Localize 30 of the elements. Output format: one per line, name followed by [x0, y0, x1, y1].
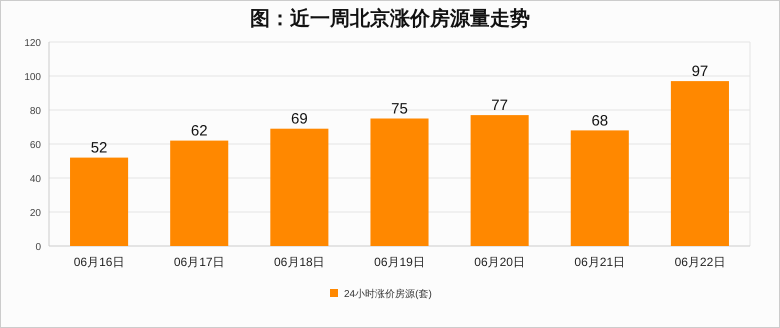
y-tick-label: 80 [30, 106, 42, 117]
x-tick-label: 06月17日 [174, 255, 225, 269]
data-label: 52 [90, 140, 108, 157]
bar [470, 115, 529, 246]
y-tick-label: 60 [30, 140, 42, 151]
x-tick-label: 06月16日 [74, 255, 124, 269]
bar [70, 158, 128, 246]
x-tick-label: 06月21日 [574, 255, 626, 269]
y-tick-label: 40 [30, 174, 42, 185]
chart-title: 图：近一周北京涨价房源量走势 [250, 7, 530, 30]
data-label: 97 [692, 63, 708, 80]
x-tick-label: 06月22日 [674, 255, 726, 269]
bar [670, 81, 729, 246]
data-label: 75 [391, 100, 408, 118]
y-tick-label: 0 [35, 242, 42, 253]
x-tick-label: 06月19日 [374, 255, 425, 269]
data-label: 69 [291, 110, 308, 128]
bar [270, 128, 328, 246]
y-tick-label: 100 [24, 72, 42, 83]
bar [570, 130, 629, 246]
y-tick-label: 120 [24, 38, 42, 49]
legend-label: 24小时涨价房源(套) [344, 288, 432, 300]
data-label: 77 [491, 97, 508, 114]
x-tick-label: 06月18日 [274, 255, 325, 269]
y-tick-label: 20 [30, 208, 42, 219]
bar [370, 118, 429, 246]
bar [170, 140, 228, 246]
data-label: 68 [591, 112, 608, 130]
data-label: 62 [190, 122, 208, 140]
x-tick-label: 06月20日 [474, 255, 525, 269]
